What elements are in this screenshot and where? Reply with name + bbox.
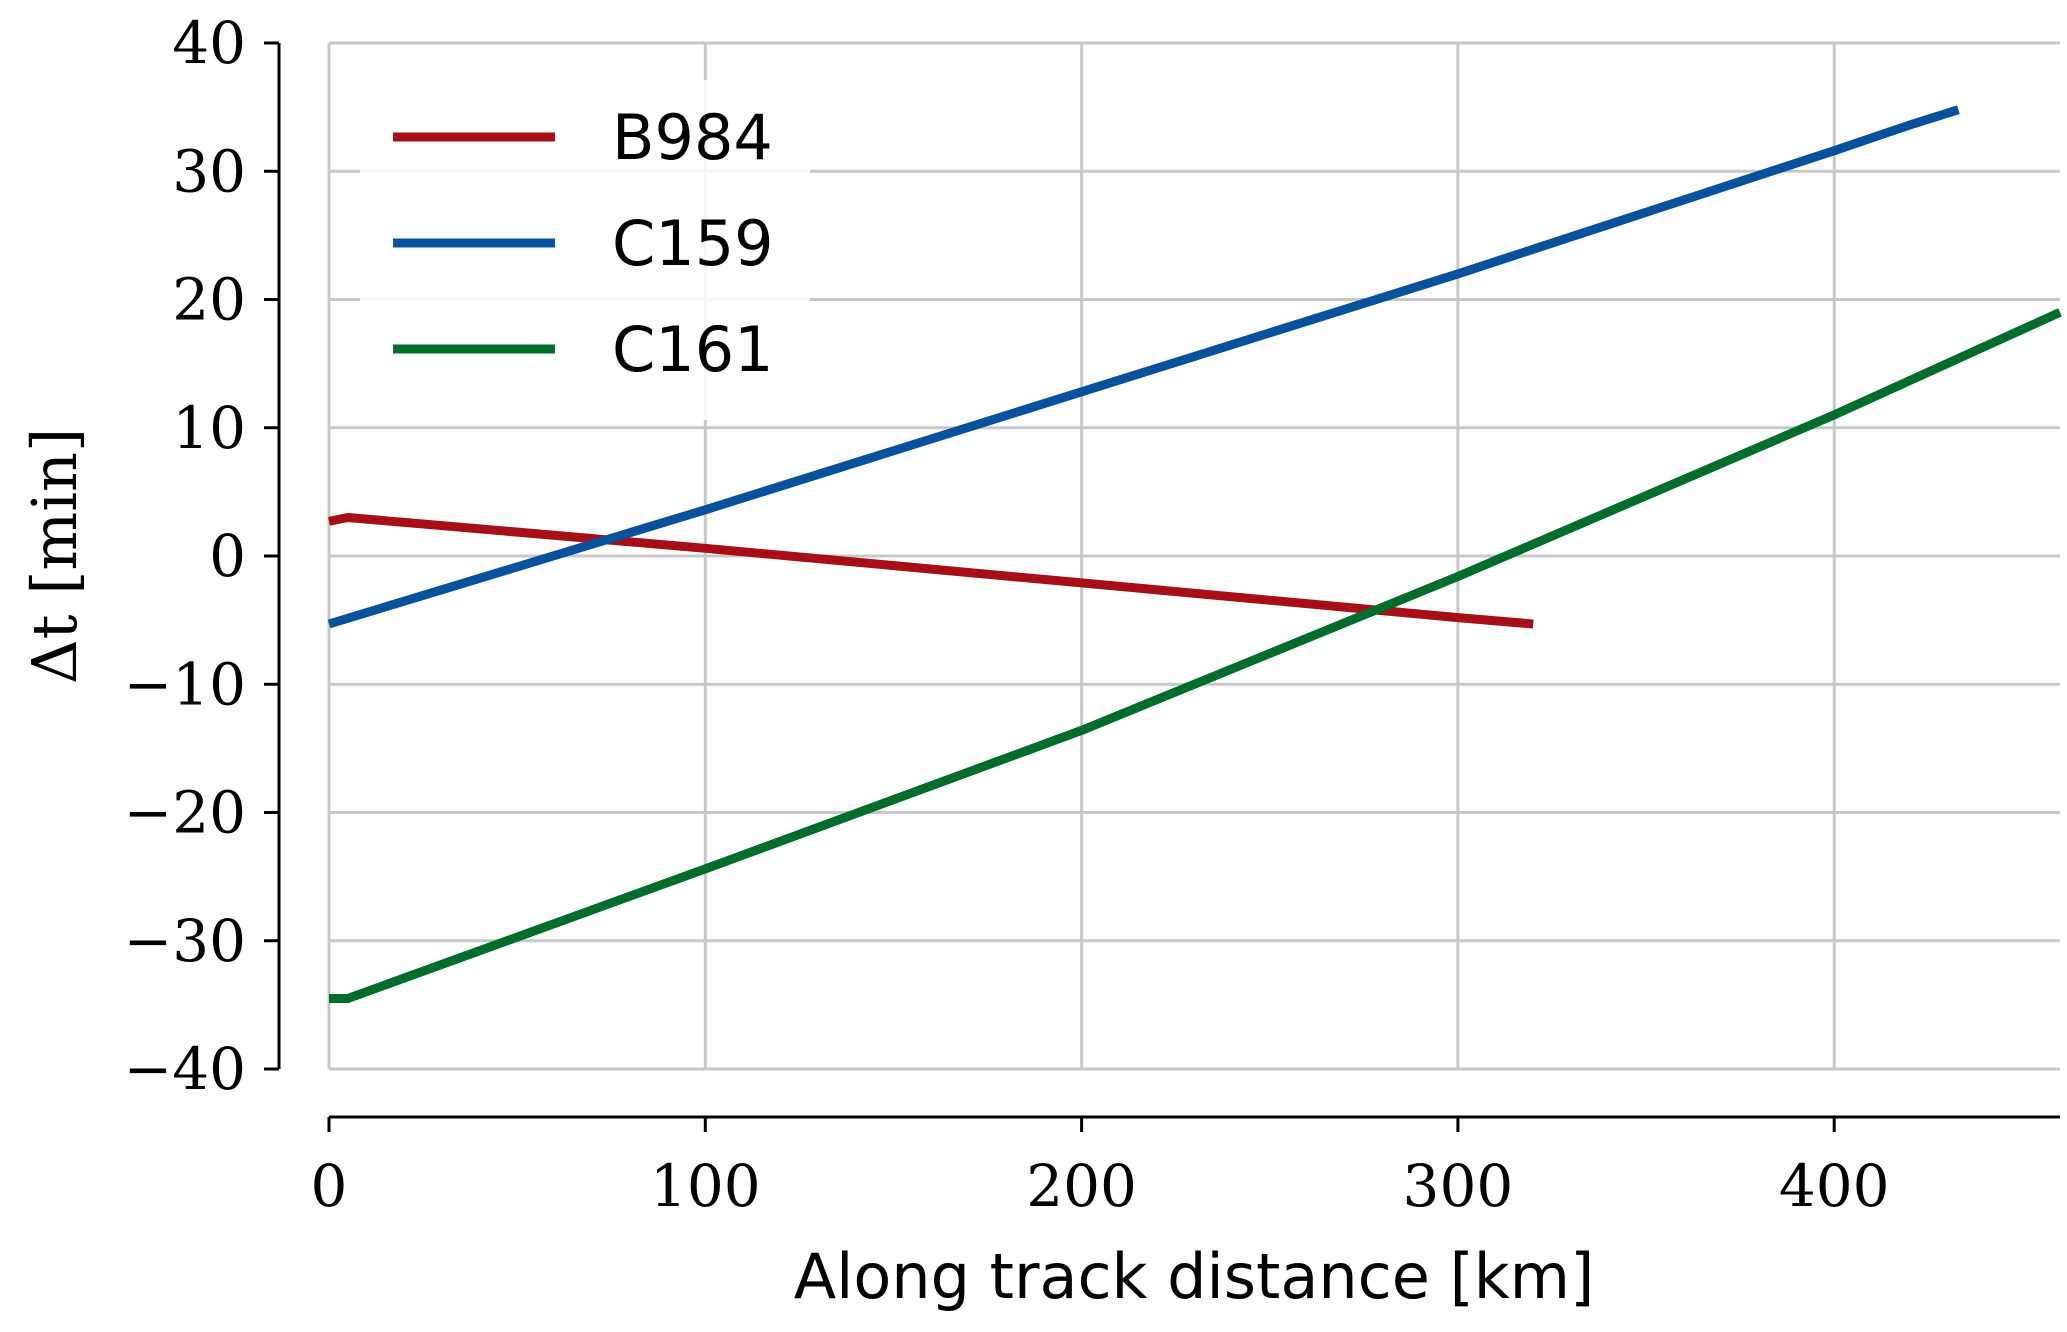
- x-axis-label: Along track distance [km]: [794, 1240, 1595, 1313]
- x-tick-label: 100: [650, 1152, 761, 1220]
- legend-label: C161: [612, 313, 774, 386]
- y-tick-label: 20: [172, 266, 246, 334]
- y-ticks: 40 30 20 10 0 −10 −20 −30 −40: [124, 9, 279, 1103]
- series-line-c161: [329, 308, 2062, 1003]
- y-tick-label: −10: [124, 650, 246, 718]
- y-tick-label: 30: [172, 137, 246, 205]
- x-tick-label: 0: [311, 1152, 348, 1220]
- y-tick-label: 40: [172, 9, 246, 77]
- y-axis-label: Δt [min]: [18, 428, 91, 684]
- x-tick-label: 200: [1026, 1152, 1137, 1220]
- y-tick-label: −30: [124, 907, 246, 975]
- y-tick-label: 0: [209, 522, 246, 590]
- series-line-b984: [328, 513, 1534, 629]
- y-tick-label: 10: [172, 394, 246, 462]
- series-line-c159: [327, 105, 1960, 629]
- x-tick-label: 300: [1403, 1152, 1514, 1220]
- grid: [327, 41, 2060, 1071]
- series-layer: [327, 105, 2062, 1003]
- y-tick-label: −20: [124, 779, 246, 847]
- legend-label: C159: [612, 207, 774, 280]
- legend-label: B984: [612, 101, 773, 174]
- x-tick-label: 400: [1779, 1152, 1890, 1220]
- x-ticks: 0 100 200 300 400: [311, 1117, 1890, 1220]
- legend: B984 C159 C161: [360, 80, 810, 420]
- y-tick-label: −40: [124, 1035, 246, 1103]
